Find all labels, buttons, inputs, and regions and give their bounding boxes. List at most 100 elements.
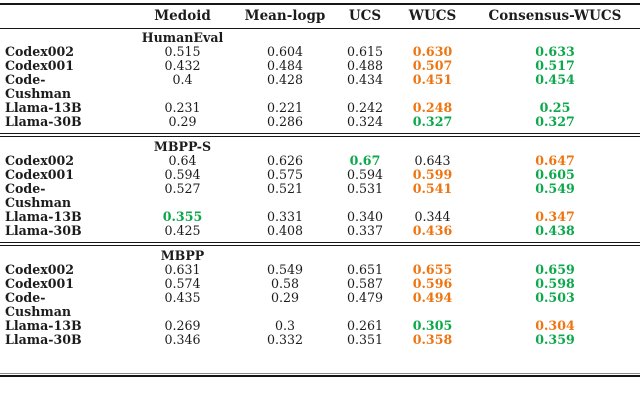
table-row: Llama-13B 0.269 0.3 0.261 0.305 0.304: [0, 319, 640, 333]
value-cell: 0.438: [535, 223, 575, 238]
value-cell: 0.434: [346, 72, 384, 87]
value-cell: 0.58: [270, 276, 300, 291]
row-label: Codex001: [5, 58, 75, 73]
value-cell: 0.3: [274, 318, 296, 333]
value-cell: 0.432: [164, 58, 201, 73]
value-cell: 0.231: [164, 100, 201, 115]
section-separator-row: [0, 238, 640, 249]
value-cell: 0.64: [168, 153, 197, 168]
header-wucs: WUCS: [395, 3, 470, 29]
table-row: Code- Cushman 0.4 0.428 0.434 0.451 0.454: [0, 73, 640, 101]
section-title-spacer: [0, 29, 130, 46]
table-header: Medoid Mean-logp UCS WUCS Consensus-WUCS: [0, 3, 640, 29]
table-row: Llama-30B 0.346 0.332 0.351 0.358 0.359: [0, 333, 640, 347]
table-row: Codex001 0.574 0.58 0.587 0.596 0.598: [0, 277, 640, 291]
section-title-spacer: [0, 140, 130, 154]
section-title: MBPP-S: [153, 139, 212, 154]
value-cell: 0.29: [168, 114, 197, 129]
section-separator-cell: [0, 238, 640, 249]
value-cell: 0.643: [414, 153, 451, 168]
table-body: HumanEval Codex002 0.515 0.604 0.615 0.630 0.6…: [0, 29, 640, 348]
section-title-filler: [235, 140, 640, 154]
row-label: Code- Cushman: [5, 181, 72, 210]
value-cell: 0.604: [266, 44, 304, 59]
header-consensus-wucs: Consensus-WUCS: [470, 3, 640, 29]
value-cell: 0.428: [266, 72, 304, 87]
value-cell: 0.337: [346, 223, 384, 238]
value-cell: 0.331: [266, 209, 304, 224]
value-cell: 0.67: [349, 153, 381, 168]
value-cell: 0.655: [412, 262, 453, 277]
value-cell: 0.351: [346, 332, 384, 347]
value-cell: 0.594: [346, 167, 384, 182]
value-cell: 0.454: [535, 72, 575, 87]
value-cell: 0.304: [535, 318, 575, 333]
value-cell: 0.575: [266, 167, 304, 182]
value-cell: 0.305: [412, 318, 453, 333]
table-row: Llama-30B 0.425 0.408 0.337 0.436 0.438: [0, 224, 640, 238]
value-cell: 0.598: [535, 276, 575, 291]
value-cell: 0.651: [346, 262, 384, 277]
value-cell: 0.221: [266, 100, 304, 115]
header-ucs: UCS: [335, 3, 395, 29]
value-cell: 0.517: [535, 58, 575, 73]
value-cell: 0.436: [412, 223, 453, 238]
value-cell: 0.494: [412, 290, 453, 305]
row-label: Codex001: [5, 167, 75, 182]
value-cell: 0.599: [412, 167, 453, 182]
value-cell: 0.615: [346, 44, 384, 59]
table-row: Llama-30B 0.29 0.286 0.324 0.327 0.327: [0, 115, 640, 129]
value-cell: 0.286: [266, 114, 304, 129]
value-cell: 0.327: [412, 114, 453, 129]
section-title-row: MBPP-S: [0, 140, 640, 154]
value-cell: 0.425: [164, 223, 201, 238]
table-row: Codex002 0.631 0.549 0.651 0.655 0.659: [0, 263, 640, 277]
value-cell: 0.515: [164, 44, 201, 59]
value-cell: 0.242: [346, 100, 384, 115]
header-row: Medoid Mean-logp UCS WUCS Consensus-WUCS: [0, 3, 640, 29]
value-cell: 0.269: [164, 318, 201, 333]
section-title-spacer: [0, 249, 130, 263]
value-cell: 0.25: [539, 100, 571, 115]
section-title-row: MBPP: [0, 249, 640, 263]
section-title: MBPP: [160, 248, 205, 263]
value-cell: 0.594: [164, 167, 201, 182]
table-bottom-rule: [0, 373, 640, 377]
value-cell: 0.248: [412, 100, 453, 115]
row-label: Codex002: [5, 262, 75, 277]
double-rule: [0, 133, 640, 137]
row-label: Llama-30B: [5, 114, 82, 129]
value-cell: 0.479: [346, 290, 384, 305]
row-label: Llama-30B: [5, 332, 82, 347]
results-table: Medoid Mean-logp UCS WUCS Consensus-WUCS…: [0, 3, 640, 347]
value-cell: 0.549: [535, 181, 575, 196]
value-cell: 0.631: [164, 262, 201, 277]
row-label: Llama-13B: [5, 100, 82, 115]
value-cell: 0.503: [535, 290, 575, 305]
value-cell: 0.324: [346, 114, 384, 129]
value-cell: 0.587: [346, 276, 384, 291]
table-row: Code- Cushman 0.527 0.521 0.531 0.541 0.549: [0, 182, 640, 210]
value-cell: 0.659: [535, 262, 575, 277]
row-label: Codex001: [5, 276, 75, 291]
value-cell: 0.549: [266, 262, 304, 277]
table-row: Llama-13B 0.355 0.331 0.340 0.344 0.347: [0, 210, 640, 224]
value-cell: 0.340: [346, 209, 384, 224]
table-row: Llama-13B 0.231 0.221 0.242 0.248 0.25: [0, 101, 640, 115]
header-empty-cell: [0, 3, 130, 29]
value-cell: 0.346: [164, 332, 201, 347]
value-cell: 0.484: [266, 58, 304, 73]
section-title-filler: [235, 249, 640, 263]
row-label: Code- Cushman: [5, 290, 72, 319]
table-row: Codex001 0.432 0.484 0.488 0.507 0.517: [0, 59, 640, 73]
value-cell: 0.647: [535, 153, 575, 168]
value-cell: 0.435: [164, 290, 201, 305]
value-cell: 0.355: [162, 209, 203, 224]
header-mean-logp: Mean-logp: [235, 3, 335, 29]
row-label: Llama-30B: [5, 223, 82, 238]
double-rule: [0, 242, 640, 246]
value-cell: 0.358: [412, 332, 453, 347]
value-cell: 0.541: [412, 181, 453, 196]
section-title-filler: [235, 29, 640, 46]
row-label: Codex002: [5, 153, 75, 168]
